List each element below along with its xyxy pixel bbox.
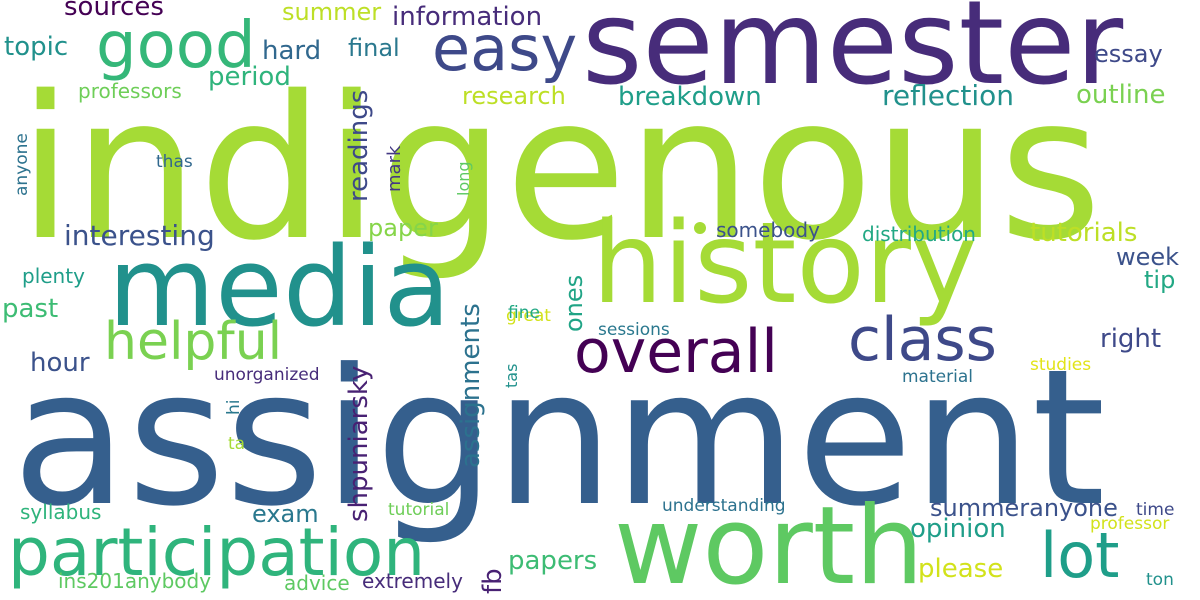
word-overall: overall	[574, 317, 778, 387]
word-professor: professor	[1090, 514, 1170, 534]
word-hard: hard	[262, 36, 322, 66]
word-mark: mark	[384, 145, 405, 192]
word-information: information	[392, 2, 543, 32]
word-outline: outline	[1076, 80, 1166, 110]
word-good: good	[96, 9, 256, 83]
word-sources: sources	[64, 0, 164, 22]
word-shpuniarsky: shpuniarsky	[344, 365, 374, 522]
word-ta: ta	[228, 434, 246, 454]
word-essay: essay	[1094, 40, 1163, 68]
word-hour: hour	[30, 348, 90, 378]
word-please: please	[918, 554, 1004, 584]
word-summeranyone: summeranyone	[930, 494, 1118, 522]
word-papers: papers	[508, 546, 598, 576]
word-distribution: distribution	[862, 222, 976, 246]
word-understanding: understanding	[662, 496, 786, 516]
word-week: week	[1116, 243, 1180, 271]
word-tutorial: tutorial	[388, 500, 450, 520]
word-hi: hi	[224, 399, 244, 416]
word-helpful: helpful	[104, 312, 283, 372]
word-paper: paper	[368, 214, 438, 242]
word-thas: thas	[156, 152, 193, 172]
word-reflection: reflection	[882, 79, 1015, 112]
word-exam: exam	[252, 500, 319, 528]
word-advice: advice	[284, 571, 350, 595]
word-syllabus: syllabus	[20, 500, 102, 524]
word-history: history	[592, 199, 978, 329]
word-final: final	[348, 34, 400, 62]
word-material: material	[902, 367, 973, 387]
word-tutorials: tutorials	[1030, 218, 1138, 248]
word-lot: lot	[1040, 519, 1120, 592]
word-long: long	[454, 161, 473, 196]
word-class: class	[848, 305, 997, 375]
word-assignment: assignment	[12, 329, 1106, 548]
word-unorganized: unorganized	[214, 365, 320, 385]
word-right: right	[1100, 324, 1162, 354]
word-time: time	[1136, 500, 1175, 520]
word-studies: studies	[1030, 355, 1092, 375]
word-tip: tip	[1144, 266, 1176, 294]
word-professors: professors	[78, 79, 182, 103]
word-anyone: anyone	[12, 133, 32, 196]
word-interesting: interesting	[64, 219, 215, 252]
word-media: media	[108, 223, 451, 351]
word-fb: fb	[478, 568, 508, 594]
word-ins201anybody: ins201anybody	[58, 569, 212, 593]
word-tas: tas	[502, 363, 521, 388]
word-worth: worth	[614, 484, 924, 600]
word-plenty: plenty	[22, 264, 85, 288]
word-breakdown: breakdown	[618, 82, 762, 112]
word-extremely: extremely	[362, 569, 463, 593]
word-participation: participation	[8, 514, 426, 591]
word-somebody: somebody	[716, 218, 820, 242]
dot-mark	[694, 222, 706, 234]
word-research: research	[462, 82, 566, 110]
word-sessions: sessions	[598, 320, 670, 340]
word-easy: easy	[432, 12, 578, 85]
word-readings: readings	[344, 89, 374, 202]
word-great: great	[506, 306, 551, 326]
word-topic: topic	[4, 32, 69, 62]
word-assignments: assignments	[456, 303, 486, 468]
word-fine: fine	[508, 303, 540, 323]
word-ton: ton	[1146, 570, 1174, 590]
word-semester: semester	[582, 0, 1124, 111]
word-opinion: opinion	[910, 514, 1006, 544]
word-past: past	[2, 294, 59, 324]
word-summer: summer	[282, 0, 382, 26]
word-period: period	[208, 62, 291, 92]
word-ones: ones	[560, 274, 588, 332]
word-indigenous: indigenous	[18, 53, 1102, 284]
